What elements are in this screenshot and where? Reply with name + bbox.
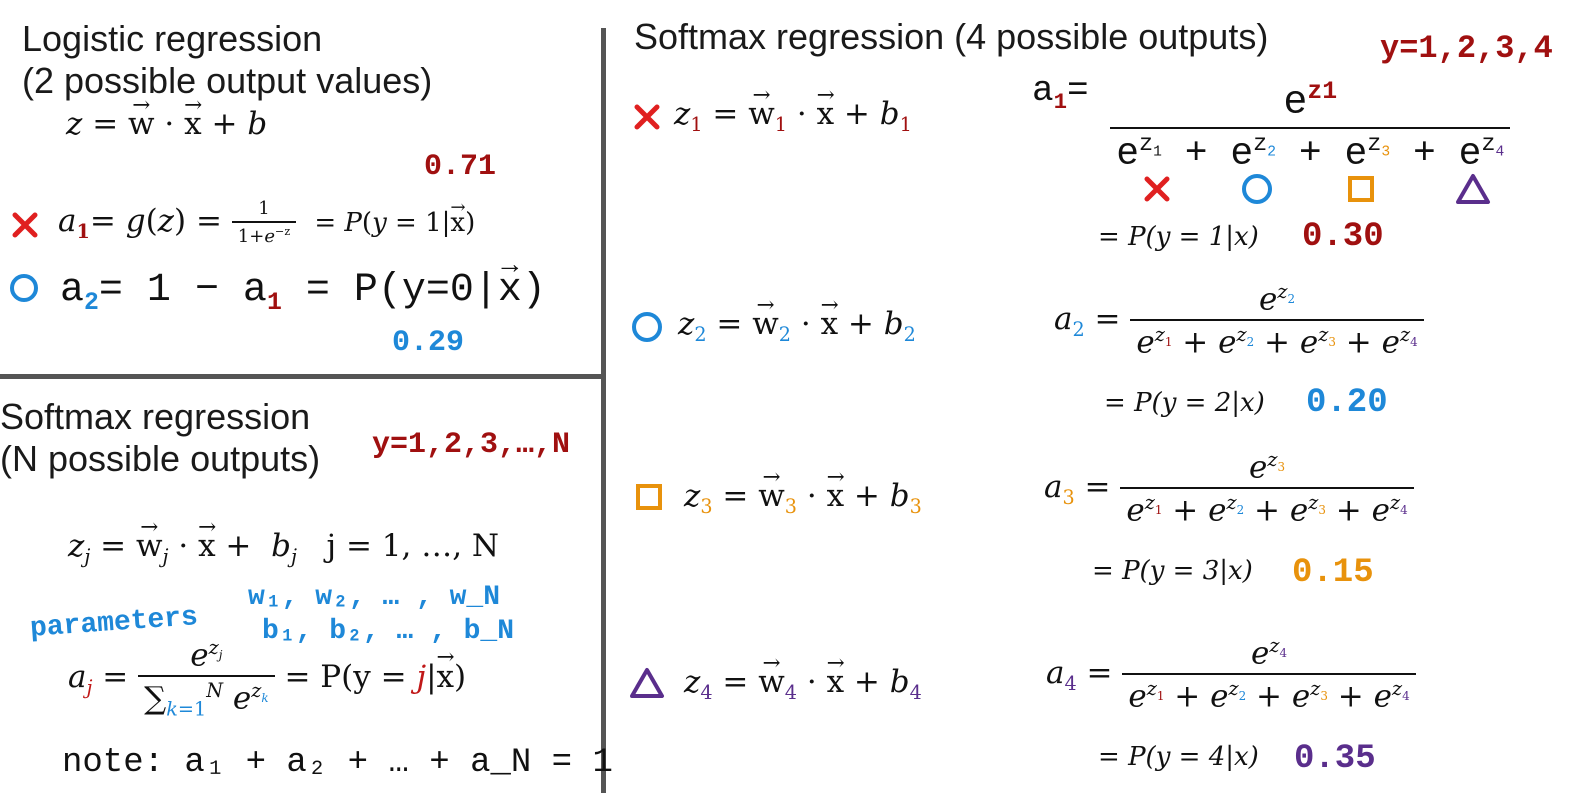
cross-icon [12, 212, 38, 238]
circle-icon [10, 274, 38, 302]
z2-equation: z2 = w2 · x + b2 [678, 293, 916, 347]
a1-prob: 0.30 [1302, 218, 1384, 256]
circle-icon [1242, 174, 1272, 204]
a1-fraction: a1= ez1 ez1 + ez2 + ez3 + ez4 [1032, 70, 1511, 176]
logistic-title-line1: Logistic regression [22, 18, 323, 59]
a4-prob: 0.35 [1294, 740, 1376, 778]
a4-fraction: a4 = ez4 ez1 + ez2 + ez3 + ez4 [1046, 634, 1416, 715]
circle-icon [632, 312, 662, 342]
logistic-title-line2: (2 possible output values) [22, 60, 433, 101]
z3-equation: z3 = w3 · x + b3 [684, 465, 922, 519]
cross-icon [634, 104, 660, 130]
logistic-a2-prob: 0.29 [392, 326, 465, 360]
logistic-a1-equation: a1= g(z) = 11+e−z = P(y = 1|x) [58, 197, 475, 247]
horizontal-divider [0, 374, 606, 379]
z4-equation: z4 = w4 · x + b4 [684, 651, 922, 705]
logistic-a1-prob: 0.71 [424, 150, 497, 184]
softmax-4-title: Softmax regression (4 possible outputs) [634, 16, 1269, 57]
a2-fraction: a2 = ez2 ez1 + ez2 + ez3 + ez4 [1054, 280, 1424, 361]
a4-prob-text: = P(y = 4|x) [1098, 742, 1259, 772]
logistic-z-equation: z = w · x + b [66, 93, 267, 142]
a3-fraction: a3 = ez3 ez1 + ez2 + ez3 + ez4 [1044, 448, 1414, 529]
a3-prob: 0.15 [1292, 554, 1374, 592]
params-w: w₁, w₂, … , w_N [248, 582, 501, 613]
softmax-n-note: note: a₁ + a₂ + … + a_N = 1 [62, 744, 613, 782]
softmax-n-y-range: y=1,2,3,…,N [372, 428, 571, 462]
z1-equation: z1 = w1 · x + b1 [674, 83, 912, 137]
a1-prob-text: = P(y = 1|x) [1098, 222, 1259, 252]
cross-icon [1144, 176, 1170, 202]
logistic-a2-equation: a2= 1 − a1 = P(y=0|x) [60, 251, 546, 317]
a2-prob: 0.20 [1306, 384, 1388, 422]
triangle-icon [630, 668, 664, 698]
softmax-n-aj-equation: aj = ezj∑k=1N ezk = P(y = j|x) [68, 636, 466, 721]
vertical-divider [601, 28, 606, 793]
a2-prob-text: = P(y = 2|x) [1104, 388, 1265, 418]
a3-prob-text: = P(y = 3|x) [1092, 556, 1253, 586]
softmax-n-z-equation: zj = wj · x + bj j = 1, …, N [68, 515, 499, 569]
square-icon [636, 484, 662, 510]
softmax-n-title-line1: Softmax regression [0, 396, 311, 437]
softmax-4-y-range: y=1,2,3,4 [1380, 30, 1553, 67]
square-icon [1348, 176, 1374, 202]
softmax-n-title-line2: (N possible outputs) [0, 438, 321, 479]
params-b: b₁, b₂, … , b_N [262, 616, 515, 647]
triangle-icon [1456, 174, 1490, 204]
